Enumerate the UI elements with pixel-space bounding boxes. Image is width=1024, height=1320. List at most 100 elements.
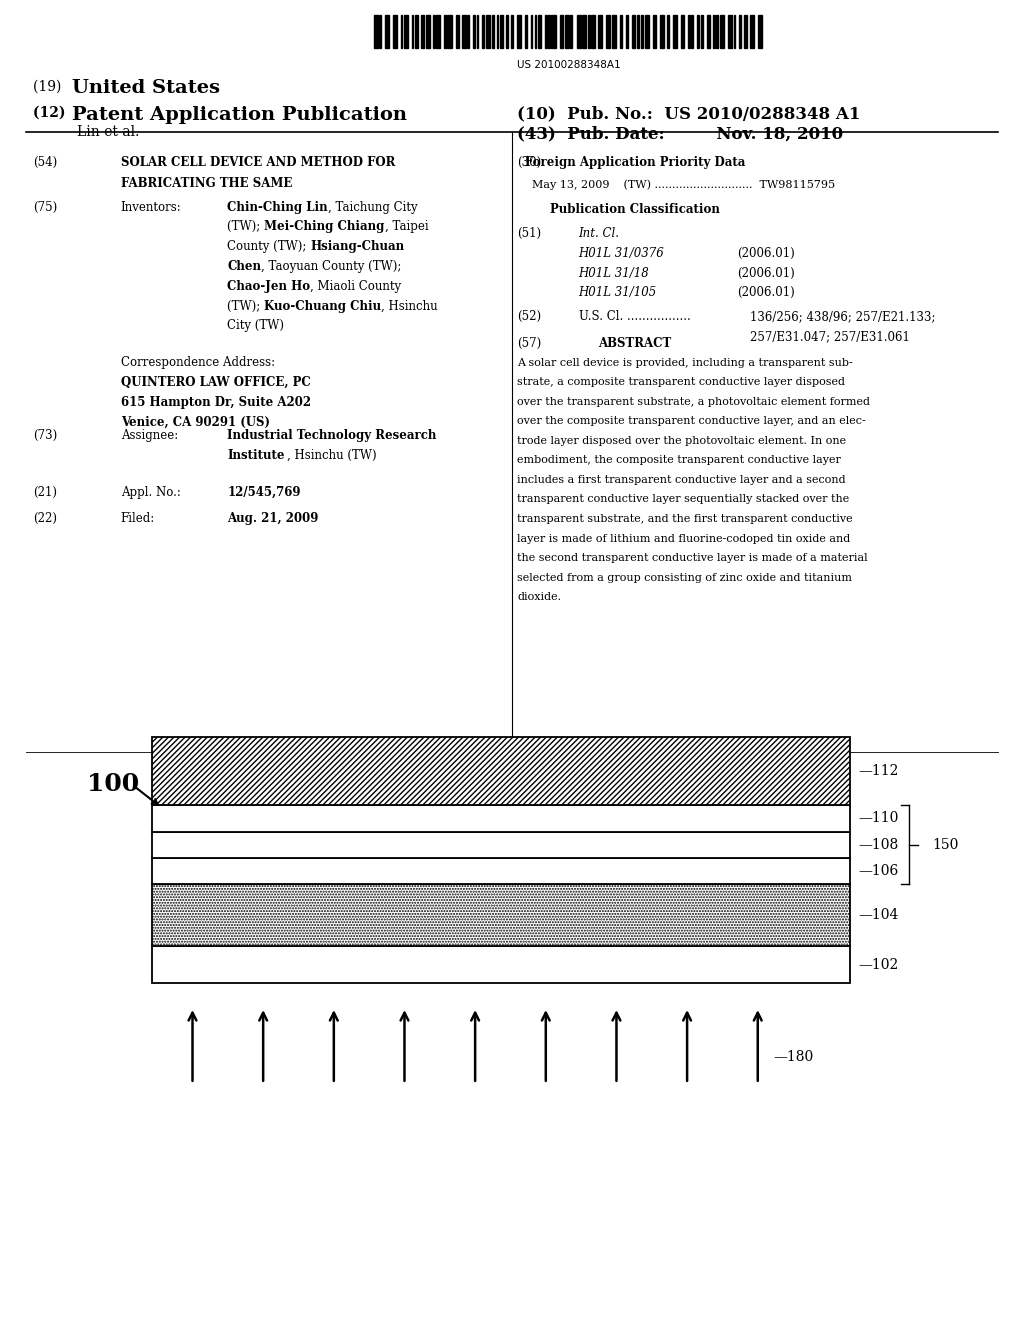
Bar: [758, 16, 762, 49]
Bar: [422, 16, 425, 49]
Bar: [404, 16, 408, 49]
Text: —110: —110: [858, 812, 898, 825]
Text: 100: 100: [87, 772, 139, 796]
Text: QUINTERO LAW OFFICE, PC: QUINTERO LAW OFFICE, PC: [121, 376, 310, 389]
Text: over the transparent substrate, a photovoltaic element formed: over the transparent substrate, a photov…: [517, 397, 870, 407]
Bar: [588, 16, 590, 49]
Bar: [548, 16, 550, 49]
Bar: [545, 16, 547, 49]
Text: (2006.01): (2006.01): [737, 286, 795, 300]
Text: , Taoyuan County (TW);: , Taoyuan County (TW);: [261, 260, 401, 273]
Text: , Hsinchu: , Hsinchu: [382, 300, 438, 313]
Text: layer is made of lithium and fluorine-codoped tin oxide and: layer is made of lithium and fluorine-co…: [517, 533, 850, 544]
Text: trode layer disposed over the photovoltaic element. In one: trode layer disposed over the photovolta…: [517, 436, 846, 446]
Text: 136/256; 438/96; 257/E21.133;: 136/256; 438/96; 257/E21.133;: [750, 310, 935, 323]
Text: Correspondence Address:: Correspondence Address:: [121, 356, 275, 370]
Text: 615 Hampton Dr, Suite A202: 615 Hampton Dr, Suite A202: [121, 396, 311, 409]
Bar: [426, 16, 430, 49]
Text: (TW);: (TW);: [227, 220, 264, 234]
Text: , Taichung City: , Taichung City: [328, 201, 418, 214]
Bar: [152, 858, 850, 884]
Text: , Hsinchu (TW): , Hsinchu (TW): [287, 449, 377, 462]
Bar: [462, 16, 466, 49]
Bar: [477, 16, 478, 49]
Text: (73): (73): [33, 429, 57, 442]
Bar: [535, 16, 537, 49]
Text: County (TW);: County (TW);: [227, 240, 310, 253]
Text: —106: —106: [858, 865, 898, 878]
Text: transparent conductive layer sequentially stacked over the: transparent conductive layer sequentiall…: [517, 495, 849, 504]
Bar: [482, 16, 484, 49]
Text: the second transparent conductive layer is made of a material: the second transparent conductive layer …: [517, 553, 867, 564]
Bar: [577, 16, 581, 49]
Text: (19): (19): [33, 79, 66, 94]
Text: (75): (75): [33, 201, 57, 214]
Text: transparent substrate, and the first transparent conductive: transparent substrate, and the first tra…: [517, 513, 853, 524]
Text: —112: —112: [858, 764, 898, 777]
Text: (2006.01): (2006.01): [737, 267, 795, 280]
Bar: [447, 16, 452, 49]
Bar: [591, 16, 595, 49]
Text: Lin et al.: Lin et al.: [77, 125, 139, 140]
Text: US 20100288348A1: US 20100288348A1: [516, 59, 621, 70]
Bar: [444, 16, 446, 49]
Text: includes a first transparent conductive layer and a second: includes a first transparent conductive …: [517, 475, 846, 484]
Text: (30): (30): [517, 156, 542, 169]
Text: FABRICATING THE SAME: FABRICATING THE SAME: [121, 177, 292, 190]
Bar: [493, 16, 494, 49]
Bar: [733, 16, 735, 49]
Text: —180: —180: [773, 1049, 813, 1064]
Bar: [551, 16, 555, 49]
Text: H01L 31/0376: H01L 31/0376: [579, 247, 665, 260]
Text: Assignee:: Assignee:: [121, 429, 178, 442]
Text: Industrial Technology Research: Industrial Technology Research: [227, 429, 436, 442]
Bar: [152, 884, 850, 946]
Text: strate, a composite transparent conductive layer disposed: strate, a composite transparent conducti…: [517, 378, 845, 387]
Text: Chin-Ching Lin: Chin-Ching Lin: [227, 201, 328, 214]
Bar: [559, 16, 562, 49]
Bar: [456, 16, 459, 49]
Text: selected from a group consisting of zinc oxide and titanium: selected from a group consisting of zinc…: [517, 573, 852, 582]
Text: —108: —108: [858, 838, 898, 851]
Bar: [152, 832, 850, 858]
Text: Inventors:: Inventors:: [121, 201, 181, 214]
Text: (43)  Pub. Date:         Nov. 18, 2010: (43) Pub. Date: Nov. 18, 2010: [517, 125, 843, 143]
Text: (22): (22): [33, 512, 56, 525]
Bar: [611, 16, 615, 49]
Bar: [681, 16, 684, 49]
Text: Appl. No.:: Appl. No.:: [121, 486, 180, 499]
Text: Filed:: Filed:: [121, 512, 155, 525]
Bar: [436, 16, 440, 49]
Bar: [688, 16, 689, 49]
Text: (51): (51): [517, 227, 542, 240]
Text: May 13, 2009    (TW) ............................  TW98115795: May 13, 2009 (TW) ......................…: [532, 180, 836, 190]
Text: H01L 31/18: H01L 31/18: [579, 267, 649, 280]
Bar: [653, 16, 656, 49]
Bar: [720, 16, 724, 49]
Bar: [716, 16, 718, 49]
Bar: [507, 16, 508, 49]
Bar: [620, 16, 622, 49]
Bar: [412, 16, 414, 49]
Text: 150: 150: [932, 838, 958, 851]
Bar: [374, 16, 378, 49]
Text: Institute: Institute: [227, 449, 285, 462]
Bar: [667, 16, 669, 49]
Bar: [707, 16, 710, 49]
Text: (10)  Pub. No.:  US 2010/0288348 A1: (10) Pub. No.: US 2010/0288348 A1: [517, 106, 860, 123]
Text: 12/545,769: 12/545,769: [227, 486, 301, 499]
Bar: [393, 16, 397, 49]
Bar: [497, 16, 499, 49]
Bar: [739, 16, 740, 49]
Text: , Miaoli County: , Miaoli County: [310, 280, 401, 293]
Bar: [468, 16, 469, 49]
Text: Kuo-Chuang Chiu: Kuo-Chuang Chiu: [264, 300, 382, 313]
Text: —102: —102: [858, 958, 898, 972]
Text: (54): (54): [33, 156, 57, 169]
Text: , Taipei: , Taipei: [385, 220, 428, 234]
Bar: [691, 16, 693, 49]
Text: ABSTRACT: ABSTRACT: [598, 337, 672, 350]
Bar: [697, 16, 699, 49]
Text: Int. Cl.: Int. Cl.: [579, 227, 620, 240]
Bar: [511, 16, 513, 49]
